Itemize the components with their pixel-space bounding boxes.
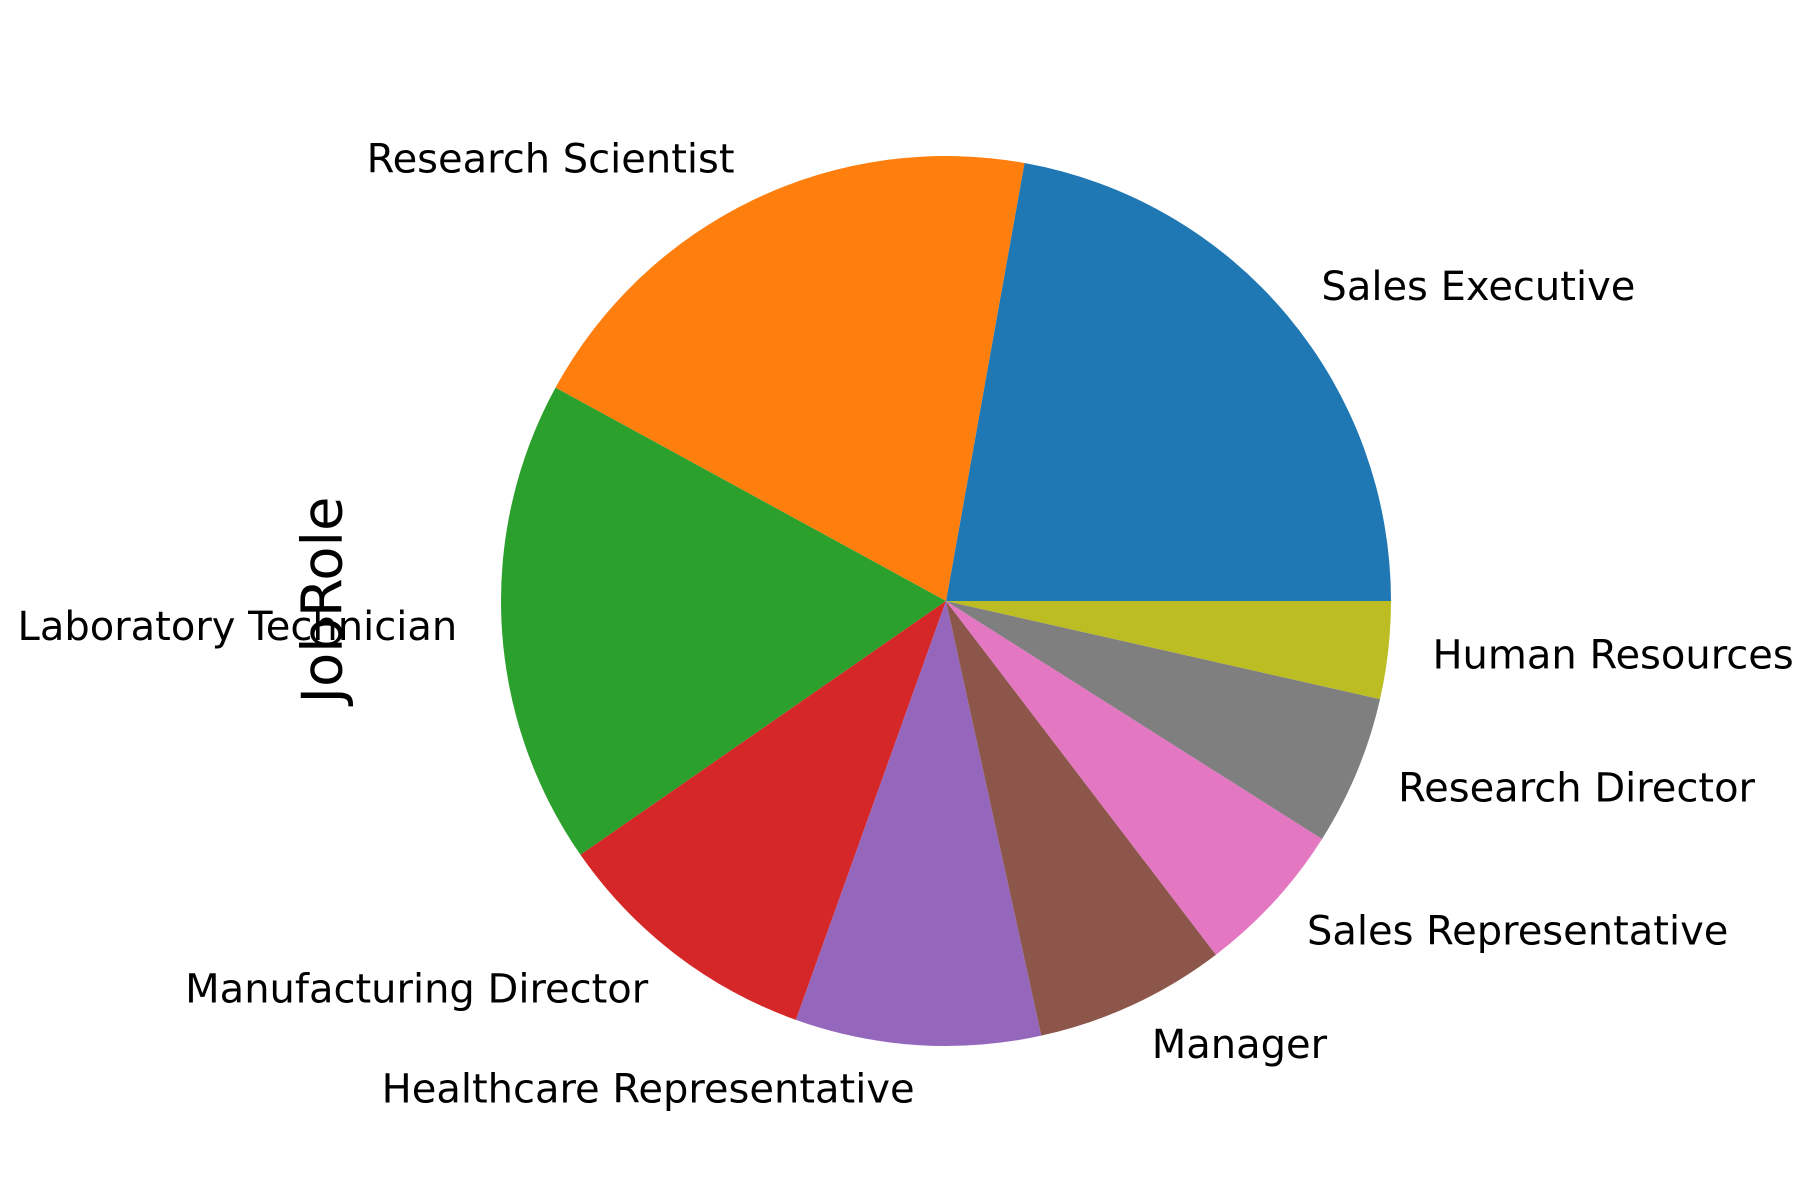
y-axis-label: JobRole xyxy=(291,497,356,707)
pie-slice xyxy=(946,601,1216,1036)
pie-slice xyxy=(501,387,946,855)
pie-slice xyxy=(946,162,1391,602)
pie-slice xyxy=(946,601,1391,700)
pie-slice xyxy=(946,601,1323,955)
pie-slice xyxy=(580,601,946,1020)
slice-label: Sales Representative xyxy=(1307,909,1728,955)
slice-label: Healthcare Representative xyxy=(382,1066,915,1112)
slice-label: Research Scientist xyxy=(367,137,735,183)
slice-label: Sales Executive xyxy=(1321,264,1635,310)
pie-slices xyxy=(501,155,1391,1046)
pie-slice xyxy=(946,601,1381,839)
pie-slice xyxy=(555,155,1025,601)
slice-label: Research Director xyxy=(1398,766,1755,812)
pie-slice xyxy=(795,601,1042,1046)
slice-label: Laboratory Technician xyxy=(18,604,458,650)
slice-label: Manager xyxy=(1152,1022,1328,1068)
pie-labels: Sales Executive Research Scientist Laborat… xyxy=(18,137,1794,1113)
slice-label: Human Resources xyxy=(1432,632,1793,678)
slice-label: Manufacturing Director xyxy=(185,967,649,1013)
